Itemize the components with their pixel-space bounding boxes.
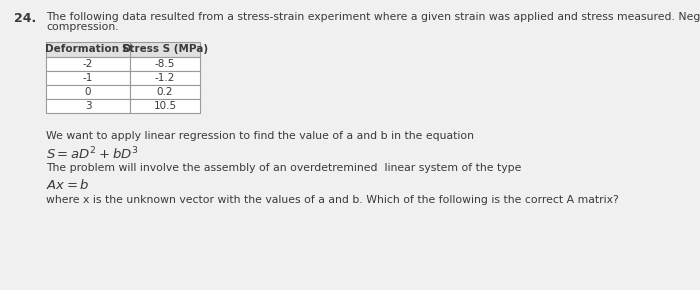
Text: -1: -1 (83, 73, 93, 83)
Text: 0.2: 0.2 (157, 87, 174, 97)
Bar (46, 42, 200, 57)
Text: Deformation D: Deformation D (45, 44, 131, 55)
Text: where x is the unknown vector with the values of a and b. Which of the following: where x is the unknown vector with the v… (46, 195, 619, 205)
Text: 24.: 24. (14, 12, 36, 25)
Bar (130, 57, 200, 71)
Bar (130, 99, 200, 113)
Text: Stress S (MPa): Stress S (MPa) (122, 44, 208, 55)
Text: We want to apply linear regression to find the value of a and b in the equation: We want to apply linear regression to fi… (46, 131, 474, 141)
Bar (130, 85, 200, 99)
Text: The following data resulted from a stress-strain experiment where a given strain: The following data resulted from a stres… (46, 12, 700, 22)
Text: -2: -2 (83, 59, 93, 69)
Bar (46, 85, 130, 99)
Text: -1.2: -1.2 (155, 73, 175, 83)
Text: 0: 0 (85, 87, 91, 97)
Bar (46, 71, 130, 85)
Text: -8.5: -8.5 (155, 59, 175, 69)
Text: $Ax = b$: $Ax = b$ (46, 178, 90, 192)
Text: 10.5: 10.5 (153, 101, 176, 111)
Text: compression.: compression. (46, 22, 118, 32)
Bar (46, 57, 130, 71)
Text: The problem will involve the assembly of an overdetremined  linear system of the: The problem will involve the assembly of… (46, 163, 522, 173)
Bar (130, 71, 200, 85)
Text: $S = aD^2 + bD^3$: $S = aD^2 + bD^3$ (46, 146, 139, 163)
Bar (46, 99, 130, 113)
Text: 3: 3 (85, 101, 91, 111)
